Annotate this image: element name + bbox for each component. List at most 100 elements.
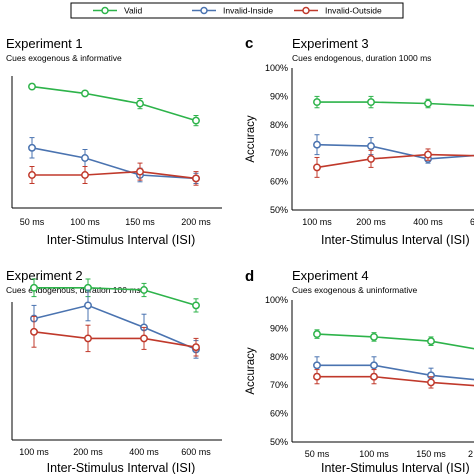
x-tick-label: 50 ms	[305, 449, 330, 459]
x-tick-label: 100 ms	[302, 217, 332, 227]
legend-marker-invalid-outside	[302, 6, 310, 15]
data-point	[192, 301, 200, 310]
y-tick-labels: 50% 60% 70% 80% 90% 100%	[265, 295, 288, 447]
data-point	[136, 167, 144, 176]
x-axis-label: Inter-Stimulus Interval (ISI)	[321, 233, 470, 247]
data-point	[84, 334, 92, 343]
data-point	[313, 98, 321, 107]
x-tick-label: 400 ms	[129, 447, 159, 457]
panel-letter: d	[245, 268, 254, 285]
data-point	[427, 337, 435, 346]
y-tick-label: 80%	[270, 120, 288, 130]
data-point	[367, 142, 375, 151]
series-line-invalid-inside	[31, 147, 197, 180]
panel-subtitle: Cues exogenous & uninformative	[292, 285, 417, 295]
panel-experiment-2: Experiment 2 Cues endogenous, duration 1…	[6, 268, 222, 474]
data-point	[192, 116, 200, 125]
data-point	[81, 154, 89, 162]
series-invalid-outside	[313, 369, 474, 389]
series-invalid-inside	[28, 137, 200, 184]
data-point	[28, 171, 36, 179]
panel-title: Experiment 2	[6, 268, 83, 283]
data-point	[424, 99, 432, 108]
y-tick-label: 50%	[270, 437, 288, 447]
panel-subtitle: Cues endogenous, duration 1000 ms	[292, 53, 431, 63]
data-point	[28, 82, 36, 91]
data-point	[81, 89, 89, 98]
data-point	[313, 330, 321, 339]
series-line-invalid-outside	[33, 331, 197, 348]
x-tick-label: 400 ms	[413, 217, 443, 227]
panel-title: Experiment 4	[292, 268, 369, 283]
y-tick-label: 60%	[270, 409, 288, 419]
y-tick-label: 70%	[270, 380, 288, 390]
series-line-valid	[34, 286, 197, 307]
panel-experiment-3: c Experiment 3 Cues endogenous, duration…	[245, 35, 474, 247]
x-tick-labels: 100 ms 200 ms 400 ms 6	[302, 217, 474, 227]
data-point	[136, 99, 144, 108]
x-tick-label: 150 ms	[416, 449, 446, 459]
plot-area	[313, 329, 474, 389]
data-point	[370, 332, 378, 341]
panel-letter: c	[245, 35, 253, 52]
series-line-invalid-inside	[316, 143, 474, 160]
x-tick-label: 100 ms	[19, 447, 49, 457]
series-valid	[28, 82, 200, 127]
series-line-invalid-outside	[317, 375, 474, 387]
data-point	[140, 334, 148, 343]
series-invalid-outside	[30, 315, 200, 357]
y-tick-label: 90%	[270, 91, 288, 101]
series-invalid-inside	[313, 356, 474, 383]
legend-item-invalid-outside: Invalid-Outside	[294, 6, 382, 16]
x-tick-label: 200 ms	[73, 447, 103, 457]
data-point	[424, 150, 432, 159]
legend-item-invalid-inside: Invalid-Inside	[192, 6, 273, 16]
series-valid	[313, 329, 474, 350]
series-line-invalid-outside	[316, 153, 474, 169]
series-invalid-outside	[28, 162, 200, 186]
data-point	[84, 301, 92, 310]
plot-area	[313, 95, 474, 178]
data-point	[30, 283, 38, 292]
panel-subtitle: Cues endogenous, duration 100 ms	[6, 285, 141, 295]
data-point	[370, 361, 378, 370]
data-point	[367, 98, 375, 107]
x-tick-label: 50 ms	[20, 217, 45, 227]
series-line-invalid-inside	[317, 364, 474, 381]
series-line-valid	[316, 333, 474, 350]
legend-frame	[70, 2, 404, 19]
panel-subtitle: Cues exogenous & informative	[6, 53, 122, 63]
plot-area	[30, 278, 200, 359]
plot-area	[28, 82, 200, 186]
x-tick-label: 200 ms	[181, 217, 211, 227]
y-tick-label: 60%	[270, 177, 288, 187]
x-axis-label: Inter-Stimulus Interval (ISI)	[321, 461, 470, 474]
data-point	[28, 143, 36, 152]
legend-marker-valid	[101, 6, 109, 15]
y-tick-label: 80%	[270, 352, 288, 362]
data-point	[313, 361, 321, 370]
y-tick-label: 50%	[270, 205, 288, 215]
data-point	[30, 327, 38, 336]
legend-item-valid: Valid	[93, 6, 143, 16]
series-invalid-inside	[30, 289, 200, 359]
legend-label-invalid-inside: Invalid-Inside	[223, 6, 273, 16]
series-invalid-outside	[313, 148, 474, 178]
data-point	[313, 372, 321, 381]
series-valid	[313, 95, 474, 109]
series-line-valid	[31, 85, 197, 122]
y-tick-label: 90%	[270, 323, 288, 333]
series-invalid-inside	[313, 134, 474, 164]
data-point	[313, 140, 321, 149]
x-axis-label: Inter-Stimulus Interval (ISI)	[47, 461, 196, 474]
x-tick-label: 150 ms	[125, 217, 155, 227]
panel-title: Experiment 1	[6, 36, 83, 51]
y-axis-label: Accuracy	[245, 115, 257, 163]
data-point	[81, 171, 89, 179]
panel-experiment-1: Experiment 1 Cues exogenous & informativ…	[6, 36, 222, 247]
data-point	[192, 343, 200, 352]
legend-label-valid: Valid	[124, 6, 143, 16]
data-point	[370, 372, 378, 381]
x-tick-label: 600 ms	[181, 447, 211, 457]
y-tick-labels: 50% 60% 70% 80% 90% 100%	[265, 63, 288, 215]
